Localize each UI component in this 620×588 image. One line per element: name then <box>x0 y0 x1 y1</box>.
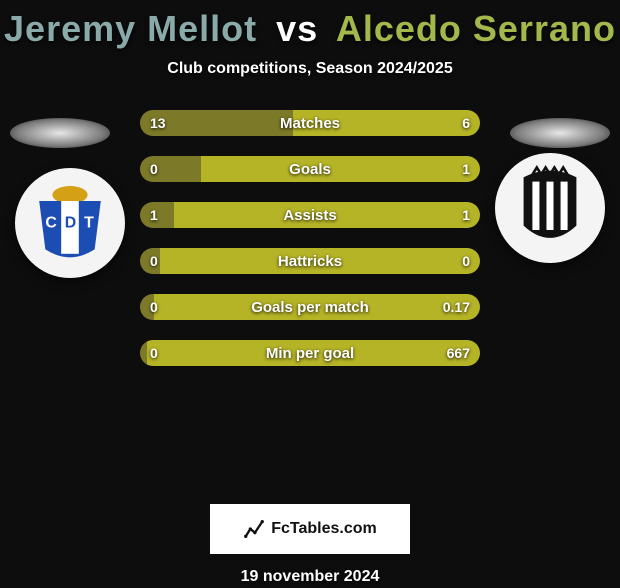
stat-fill-right <box>147 340 480 366</box>
stat-fill-left <box>140 156 201 182</box>
title-right: Alcedo Serrano <box>336 8 616 49</box>
subtitle: Club competitions, Season 2024/2025 <box>0 60 620 78</box>
title-vs: vs <box>276 8 318 49</box>
club-logo-left-icon: C T D <box>26 179 114 267</box>
svg-text:T: T <box>84 214 94 231</box>
stat-fill-right <box>293 110 480 136</box>
club-badge-left: C T D <box>15 168 125 278</box>
stat-fill-right <box>154 294 480 320</box>
stat-fill-left <box>140 248 160 274</box>
stat-fill-left <box>140 340 147 366</box>
stat-row: Matches136 <box>140 110 480 136</box>
stat-row: Hattricks00 <box>140 248 480 274</box>
shadow-left <box>10 118 110 148</box>
title-left: Jeremy Mellot <box>4 8 257 49</box>
brand-box: FcTables.com <box>210 504 410 554</box>
stats-bar-list: Matches136 Goals01 Assists11 Hattricks00 Goa… <box>140 110 480 386</box>
stat-fill-right <box>201 156 480 182</box>
stat-row: Assists11 <box>140 202 480 228</box>
svg-text:C: C <box>45 214 56 231</box>
stat-fill-left <box>140 294 154 320</box>
stat-fill-left <box>140 110 293 136</box>
stat-row: Goals per match00.17 <box>140 294 480 320</box>
shadow-right <box>510 118 610 148</box>
stat-row: Goals01 <box>140 156 480 182</box>
brand-text: FcTables.com <box>271 520 377 538</box>
svg-text:D: D <box>65 214 76 231</box>
stat-fill-right <box>174 202 480 228</box>
comparison-stage: C T D Matches136 Goals01 Assists11 Hattrick… <box>0 98 620 498</box>
club-badge-right <box>495 153 605 263</box>
chart-icon <box>243 518 265 540</box>
stat-fill-right <box>160 248 480 274</box>
page-title: Jeremy Mellot vs Alcedo Serrano <box>0 8 620 50</box>
footer-date: 19 november 2024 <box>0 568 620 586</box>
club-logo-right-icon <box>506 164 594 252</box>
stat-row: Min per goal0667 <box>140 340 480 366</box>
stat-fill-left <box>140 202 174 228</box>
